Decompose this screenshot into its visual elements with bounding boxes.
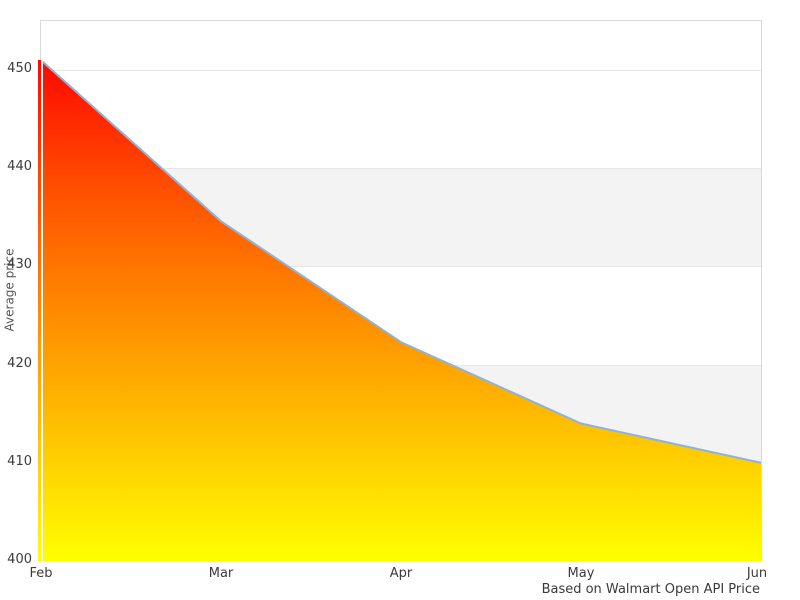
gridline xyxy=(41,266,761,268)
plot-area xyxy=(38,20,762,561)
area-edge-sliver xyxy=(38,60,41,561)
area-fill xyxy=(41,60,761,561)
gridline xyxy=(41,70,761,72)
area-series xyxy=(41,59,761,561)
y-tick-label: 410 xyxy=(7,453,32,469)
x-tick-label: May xyxy=(567,566,595,581)
axis-gap-line xyxy=(41,57,43,561)
y-tick-label: 430 xyxy=(7,257,32,273)
x-tick-label: Jun xyxy=(746,566,768,581)
y-axis-tick-labels: 400 410 420 430 440 450 xyxy=(0,0,34,600)
y-tick-label: 400 xyxy=(7,552,32,567)
x-tick-label: Mar xyxy=(208,566,234,581)
x-tick-label: Apr xyxy=(389,566,413,581)
y-tick-label: 440 xyxy=(7,159,32,175)
series-line xyxy=(41,59,761,464)
gridline xyxy=(41,168,761,170)
x-tick-label: Feb xyxy=(29,566,53,581)
y-tick-label: 420 xyxy=(7,355,32,371)
y-tick-label: 450 xyxy=(7,61,32,77)
chart-caption: Based on Walmart Open API Price xyxy=(541,582,760,597)
